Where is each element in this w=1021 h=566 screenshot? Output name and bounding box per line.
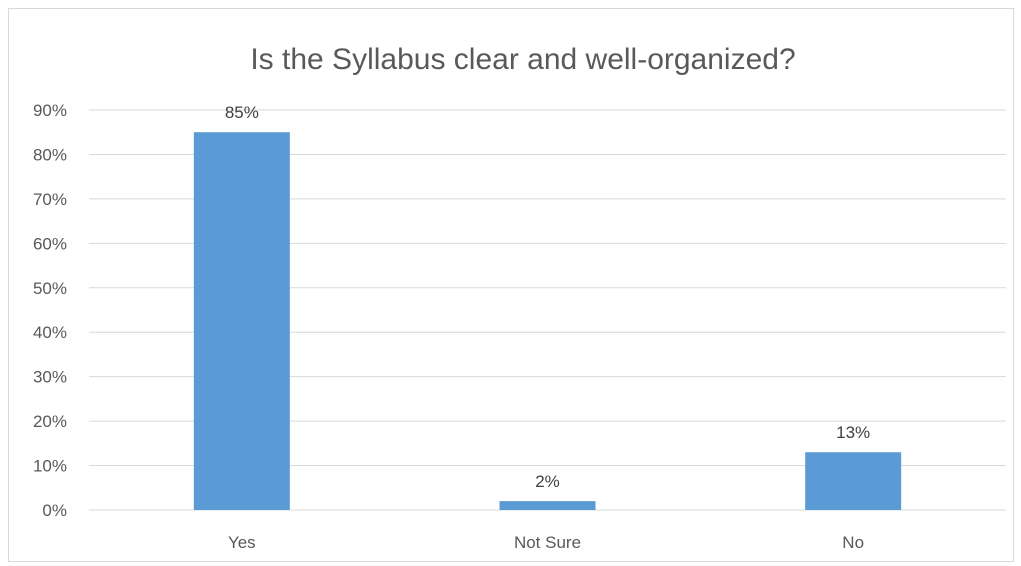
x-category-label: No [842, 533, 864, 552]
x-category-label: Not Sure [514, 533, 581, 552]
y-tick-label: 20% [33, 412, 67, 431]
y-tick-label: 80% [33, 145, 67, 164]
bars [193, 132, 902, 510]
bar-not-sure [499, 501, 596, 510]
y-axis-ticks: 0% 10% 20% 30% 40% 50% 60% 70% 80% 90% [33, 101, 67, 520]
data-label: 2% [535, 472, 560, 491]
chart-title: Is the Syllabus clear and well-organized… [250, 43, 795, 76]
bar-no [805, 452, 902, 510]
x-category-label: Yes [228, 533, 256, 552]
y-tick-label: 10% [33, 457, 67, 476]
y-tick-label: 50% [33, 279, 67, 298]
y-tick-label: 30% [33, 368, 67, 387]
y-tick-label: 60% [33, 234, 67, 253]
data-label: 13% [836, 423, 870, 442]
y-tick-label: 70% [33, 190, 67, 209]
data-label: 85% [225, 103, 259, 122]
x-axis-categories: Yes Not Sure No [228, 533, 864, 552]
bar-yes [193, 132, 290, 510]
y-tick-label: 90% [33, 101, 67, 120]
y-tick-label: 40% [33, 323, 67, 342]
data-labels: 85% 2% 13% [225, 103, 870, 491]
y-tick-label: 0% [42, 501, 67, 520]
